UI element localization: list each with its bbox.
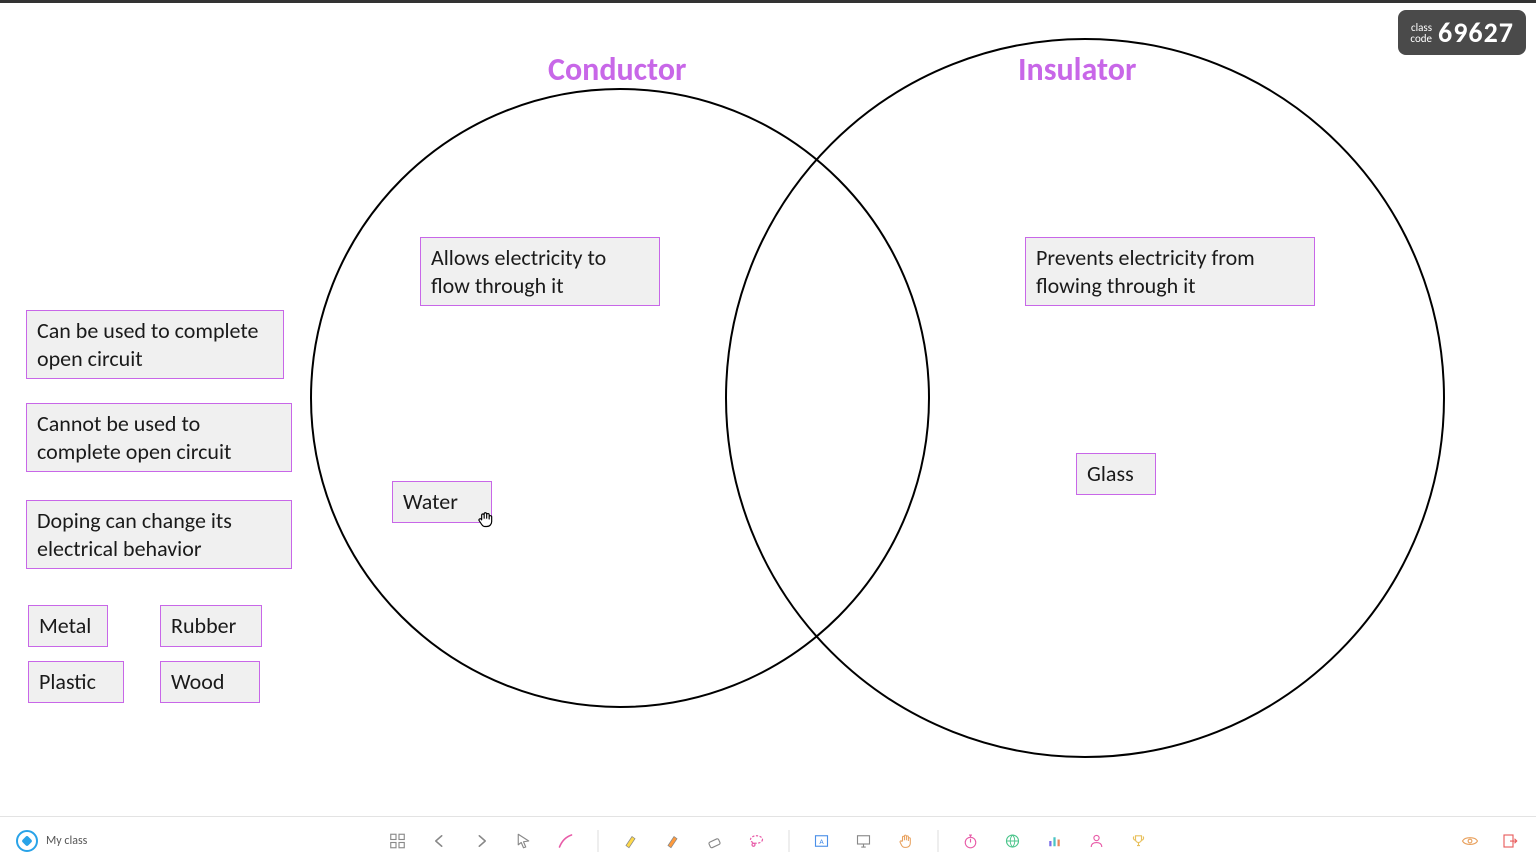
globe-icon[interactable] [1003,831,1023,851]
highlighter-yellow-icon[interactable] [621,831,641,851]
class-name-label[interactable]: My class [46,834,87,848]
card-rubber[interactable]: Rubber [160,605,262,647]
card-metal[interactable]: Metal [28,605,108,647]
card-cannot[interactable]: Cannot be used to complete open circuit [26,403,292,472]
pointer-icon[interactable] [514,831,534,851]
pen-icon[interactable] [556,831,576,851]
card-wood[interactable]: Wood [160,661,260,703]
toolbar-separator [789,830,790,852]
trophy-icon[interactable] [1129,831,1149,851]
venn-circle-insulator [725,38,1445,758]
app-logo-inner [21,835,32,846]
card-prevents[interactable]: Prevents electricity from flowing throug… [1025,237,1315,306]
toolbar-right [1460,831,1520,851]
card-plastic[interactable]: Plastic [28,661,124,703]
card-allows[interactable]: Allows electricity to flow through it [420,237,660,306]
stopwatch-icon[interactable] [961,831,981,851]
lasso-icon[interactable] [747,831,767,851]
svg-text:A: A [819,838,824,847]
whiteboard-canvas[interactable]: Conductor Insulator Allows electricity t… [0,3,1536,816]
eraser-icon[interactable] [705,831,725,851]
arrow-left-icon[interactable] [430,831,450,851]
eye-icon[interactable] [1460,831,1480,851]
toolbar-center: A [388,830,1149,852]
arrow-right-icon[interactable] [472,831,492,851]
highlighter-orange-icon[interactable] [663,831,683,851]
card-doping[interactable]: Doping can change its electrical behavio… [26,500,292,569]
app-logo-icon[interactable] [16,830,38,852]
card-can[interactable]: Can be used to complete open circuit [26,310,284,379]
toolbar-separator [598,830,599,852]
toolbar-separator [938,830,939,852]
text-box-icon[interactable]: A [812,831,832,851]
card-glass[interactable]: Glass [1076,453,1156,495]
poll-icon[interactable] [1045,831,1065,851]
present-icon[interactable] [854,831,874,851]
grid-icon[interactable] [388,831,408,851]
exit-icon[interactable] [1500,831,1520,851]
venn-title-conductor: Conductor [548,50,686,89]
bottom-toolbar: My class A [0,816,1536,864]
grab-cursor-icon [475,508,495,530]
hand-icon[interactable] [896,831,916,851]
person-icon[interactable] [1087,831,1107,851]
